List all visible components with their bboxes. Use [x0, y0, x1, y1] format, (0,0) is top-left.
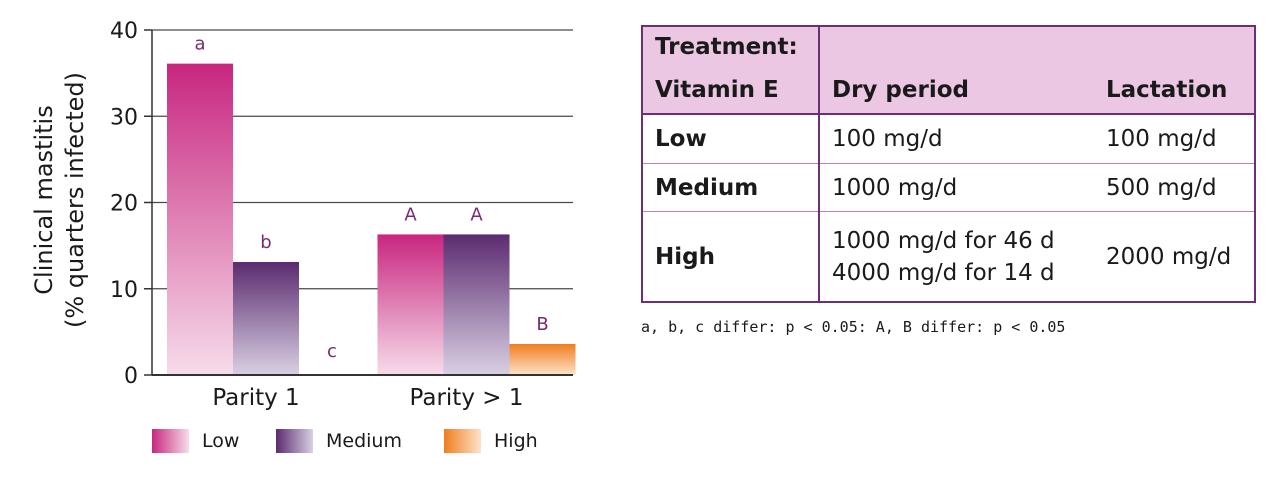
- significance-label: A: [404, 204, 417, 225]
- cell-dry: 1000 mg/d for 46 d 4000 mg/d for 14 d: [818, 211, 1094, 303]
- header-lactation: Lactation: [1094, 67, 1256, 115]
- legend-label-low: Low: [202, 430, 239, 452]
- y-tick-labels: 0 10 20 30 40: [110, 19, 152, 389]
- cell-dry-line2: 4000 mg/d for 14 d: [832, 259, 1055, 286]
- category-label: Parity 1: [212, 385, 299, 411]
- y-tick-label: 0: [124, 364, 138, 389]
- footnote: a, b, c differ: p < 0.05: A, B differ: p…: [641, 318, 1066, 336]
- table-row: Medium 1000 mg/d 500 mg/d: [641, 163, 1256, 212]
- cell-dry: 1000 mg/d: [818, 163, 1094, 212]
- table-header-row: Treatment:: [641, 25, 1256, 67]
- bar-high-1: [509, 343, 576, 375]
- legend-label-medium: Medium: [326, 430, 402, 452]
- significance-label: c: [327, 341, 337, 362]
- treatment-table: Treatment: Vitamin E Dry period Lactatio…: [641, 25, 1256, 303]
- table-row: High 1000 mg/d for 46 d 4000 mg/d for 14…: [641, 211, 1256, 303]
- bar-low-1: [377, 234, 444, 375]
- header-treatment: Treatment:: [641, 25, 820, 67]
- row-label-high: High: [641, 211, 820, 303]
- y-tick-label: 20: [110, 192, 138, 217]
- significance-label: A: [470, 204, 483, 225]
- y-axis-title-line1: Clinical mastitis: [30, 105, 58, 294]
- y-tick-label: 10: [110, 278, 138, 303]
- cell-dry-line1: 1000 mg/d for 46 d: [832, 227, 1055, 254]
- legend-swatch-high: [444, 429, 481, 453]
- y-axis-title-line2: (% quarters infected): [61, 72, 89, 328]
- significance-label: b: [260, 232, 271, 253]
- y-tick-label: 40: [110, 19, 138, 44]
- table-header-row: Vitamin E Dry period Lactation: [641, 67, 1256, 115]
- header-empty: [818, 25, 1094, 67]
- y-tick-label: 30: [110, 105, 138, 130]
- header-dry-period: Dry period: [818, 67, 1094, 115]
- row-label-low: Low: [641, 113, 820, 164]
- cell-lactation: 100 mg/d: [1094, 113, 1256, 164]
- significance-label: B: [536, 314, 548, 335]
- category-label: Parity > 1: [410, 385, 524, 411]
- category-labels: Parity 1 Parity > 1: [212, 385, 523, 411]
- legend: Low Medium High: [152, 429, 538, 453]
- legend-swatch-low: [152, 429, 189, 453]
- table-row: Low 100 mg/d 100 mg/d: [641, 113, 1256, 164]
- bar-chart: 0 10 20 30 40 a b c A A B Parity 1 Parity > 1 Clin…: [30, 19, 576, 453]
- significance-labels: a b c A A B: [194, 34, 548, 362]
- legend-swatch-medium: [276, 429, 313, 453]
- cell-lactation: 500 mg/d: [1094, 163, 1256, 212]
- header-empty: [1094, 25, 1256, 67]
- legend-label-high: High: [494, 430, 538, 452]
- bar-low-0: [167, 63, 233, 375]
- bar-medium-1: [443, 234, 510, 375]
- row-label-medium: Medium: [641, 163, 820, 212]
- header-vitamin-e: Vitamin E: [641, 67, 820, 115]
- significance-label: a: [194, 34, 205, 55]
- cell-dry: 100 mg/d: [818, 113, 1094, 164]
- cell-lactation: 2000 mg/d: [1094, 211, 1256, 303]
- axes: [151, 30, 573, 376]
- bars: [167, 63, 576, 375]
- bar-medium-0: [233, 262, 299, 375]
